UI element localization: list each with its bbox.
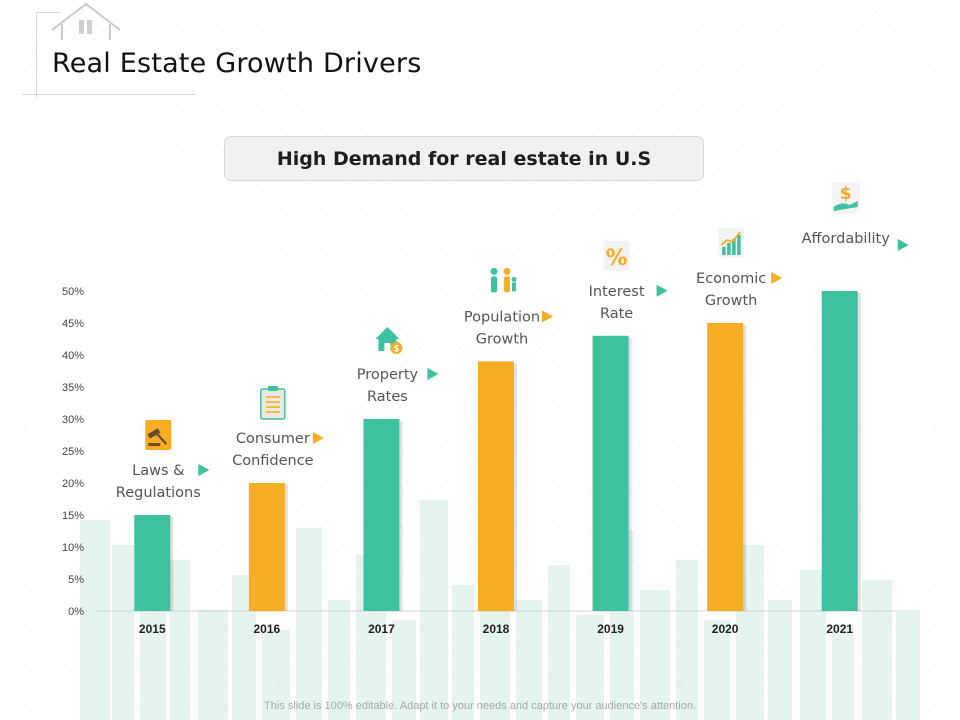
skyline-building — [862, 580, 892, 720]
skyline-building — [392, 620, 416, 720]
driver-label-line: Confidence — [232, 453, 314, 469]
skyline-building — [198, 610, 228, 720]
y-tick-label: 30% — [62, 414, 84, 426]
y-tick-label: 40% — [62, 350, 84, 362]
driver-label-line: Affordability — [802, 231, 891, 247]
skyline-building — [262, 630, 290, 720]
bar-2017 — [363, 419, 400, 611]
x-tick-label: 2016 — [254, 622, 281, 636]
driver-label: Laws & Regulations — [116, 463, 201, 501]
skyline-building — [112, 545, 134, 720]
skyline-building — [420, 500, 448, 720]
driver-label-line: Growth — [705, 293, 758, 309]
pointer-arrow-icon — [427, 368, 439, 380]
driver-label-line: Regulations — [116, 485, 201, 501]
skyline-building — [676, 560, 698, 720]
svg-text:$: $ — [394, 344, 399, 354]
driver-label: Population Growth — [464, 309, 540, 347]
driver-label: Economic Growth — [696, 271, 766, 309]
footer-note: This slide is 100% editable. Adapt it to… — [264, 700, 696, 712]
x-tick-label: 2015 — [139, 622, 166, 636]
clipboard-icon — [260, 386, 286, 420]
bar-2015 — [134, 515, 171, 611]
skyline-building — [896, 610, 920, 720]
skyline-building — [328, 600, 350, 720]
family-icon — [490, 267, 517, 293]
pointer-arrow-icon — [897, 239, 909, 251]
y-tick-label: 15% — [62, 510, 84, 522]
page-title: Real Estate Growth Drivers — [52, 48, 422, 79]
pointer-arrow-icon — [656, 284, 668, 297]
y-tick-label: 35% — [62, 382, 84, 394]
svg-text:$: $ — [840, 184, 852, 204]
skyline-building — [170, 560, 190, 720]
skyline-building — [832, 625, 854, 720]
pointer-arrow-icon — [542, 310, 553, 323]
bar-2016 — [248, 483, 285, 611]
driver-label-line: Growth — [476, 331, 529, 347]
x-tick-label: 2019 — [597, 622, 624, 636]
driver-label-line: Economic — [696, 271, 766, 287]
house-dollar-icon: $ — [375, 327, 403, 354]
bar-2019 — [592, 335, 629, 611]
x-tick-label: 2020 — [712, 622, 739, 636]
skyline-building — [516, 600, 542, 720]
bar-2021 — [821, 291, 858, 611]
banner-text: High Demand for real estate in U.S — [276, 147, 652, 170]
driver-label-line: Rate — [600, 306, 633, 322]
pointer-arrow-icon — [312, 432, 324, 444]
svg-text:%: % — [606, 246, 628, 271]
bar-2020 — [707, 323, 744, 611]
y-tick-label: 20% — [62, 478, 84, 490]
title-frame-line — [36, 12, 37, 98]
y-tick-label: 0% — [68, 606, 84, 618]
skyline-building — [548, 565, 570, 720]
skyline-building — [452, 585, 474, 720]
gavel-icon — [145, 420, 172, 450]
driver-label-line: Population — [464, 309, 540, 325]
percent-icon: % — [603, 240, 630, 271]
driver-label: Consumer Confidence — [232, 431, 314, 469]
pointer-arrow-icon — [198, 464, 210, 476]
driver-label: Property Rates — [357, 367, 419, 405]
y-tick-label: 50% — [62, 286, 84, 298]
growth-chart-icon — [718, 228, 745, 258]
y-tick-label: 10% — [62, 542, 84, 554]
banner: High Demand for real estate in U.S — [224, 136, 704, 181]
driver-label-line: Laws & — [132, 463, 184, 479]
pointer-arrow-icon — [771, 272, 783, 284]
skyline-building — [640, 590, 670, 720]
x-tick-label: 2021 — [826, 622, 853, 636]
x-tick-label: 2017 — [368, 622, 395, 636]
x-tick-label: 2018 — [483, 622, 510, 636]
y-tick-label: 5% — [68, 574, 84, 586]
skyline-building — [704, 620, 730, 720]
skyline-building — [296, 528, 322, 720]
skyline-building — [80, 520, 110, 720]
y-tick-label: 45% — [62, 318, 84, 330]
house-logo-icon — [51, 2, 121, 40]
skyline-building — [140, 590, 166, 720]
y-tick-label: 25% — [62, 446, 84, 458]
driver-label-line: Interest — [589, 284, 645, 300]
driver-label: Interest Rate — [589, 284, 645, 322]
driver-label-line: Consumer — [236, 431, 310, 447]
skyline-building — [576, 615, 604, 720]
bar-2018 — [478, 361, 514, 611]
title-frame-line — [22, 94, 196, 95]
hand-dollar-icon: $ — [831, 182, 860, 214]
driver-label: Affordability — [802, 231, 891, 247]
title-frame-line — [36, 12, 60, 13]
skyline-building — [800, 570, 826, 720]
driver-label-line: Property — [357, 367, 419, 383]
driver-label-line: Rates — [367, 389, 408, 405]
skyline-building — [768, 600, 792, 720]
